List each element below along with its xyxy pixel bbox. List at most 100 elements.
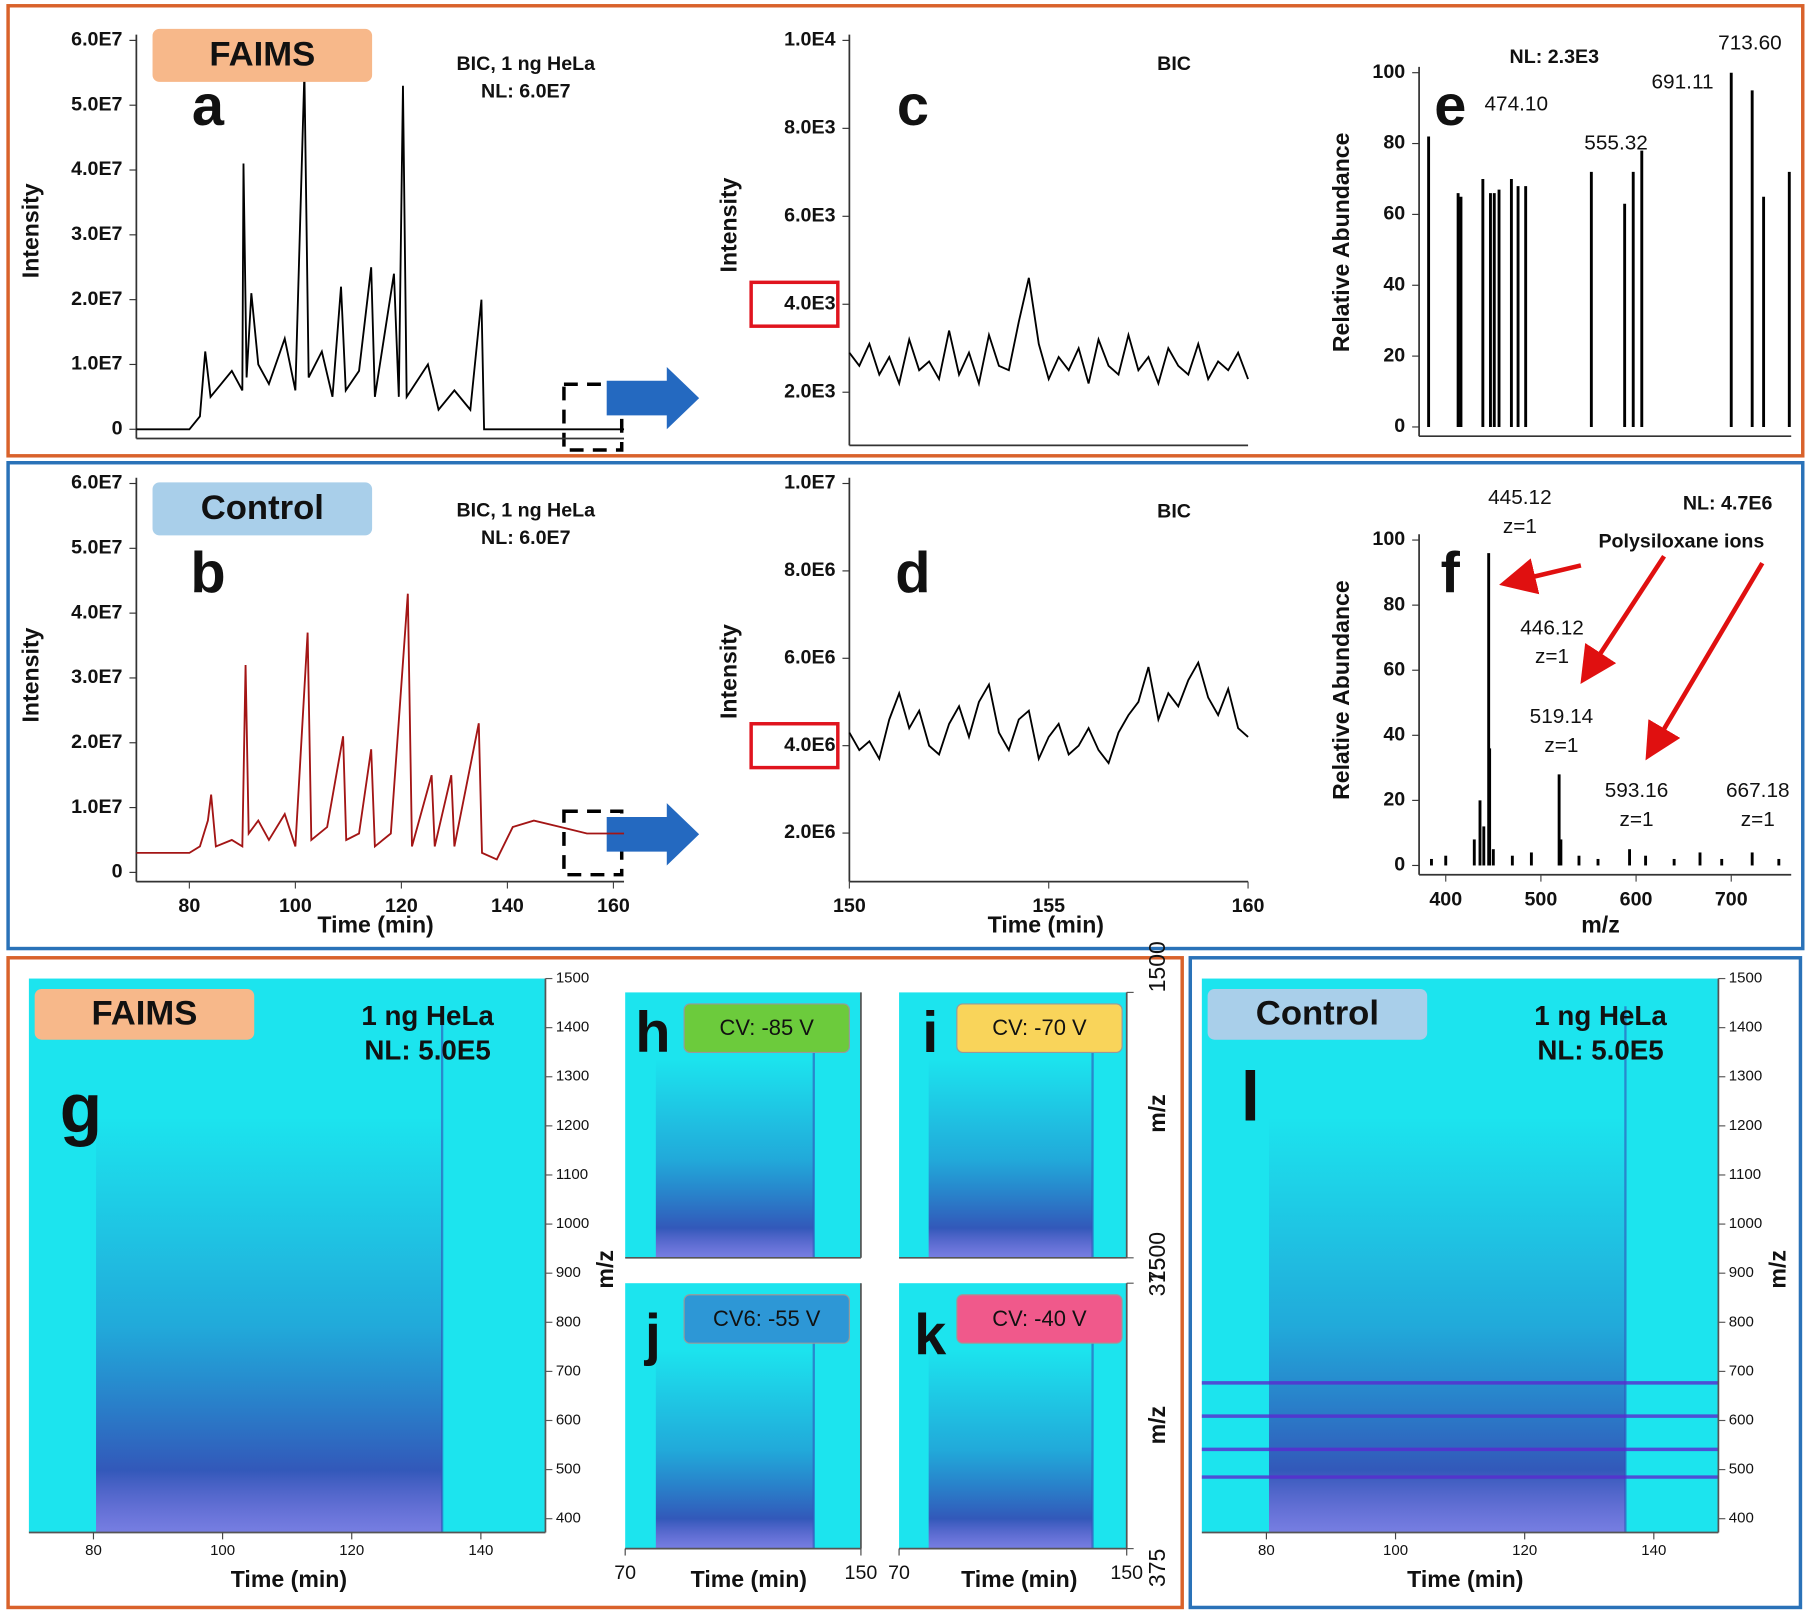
tag-label: Control	[1256, 995, 1379, 1033]
heatmap-signal	[96, 1117, 443, 1533]
y-tick-label: 0	[1394, 415, 1405, 437]
x-tick-label: 120	[385, 895, 418, 917]
cv-label: CV6: -55 V	[713, 1306, 821, 1331]
chart-title: NL: 2.3E3	[1510, 46, 1600, 68]
y-tick-label: 600	[1729, 1411, 1754, 1428]
chart-title: BIC	[1157, 501, 1191, 523]
tag-box	[152, 482, 373, 536]
panel-l: 400 500 600 700 800 900 1000 1100 1200 1300 1400 15…	[1201, 970, 1791, 1592]
annotation: 1 ng HeLa	[361, 1000, 494, 1031]
x-tick-label: 150	[845, 1562, 878, 1584]
y-tick-label: 700	[556, 1362, 581, 1379]
y-tick-label: 2.0E7	[71, 288, 122, 310]
x-axis-label: Time (min)	[988, 912, 1104, 938]
y-tick-label: 4.0E6	[784, 734, 835, 756]
zoom-box	[562, 809, 624, 877]
y-tick-label: 1500	[556, 970, 589, 987]
peak-label: 593.16	[1605, 779, 1669, 802]
y-tick-label: 1400	[556, 1019, 589, 1036]
peak-label: 474.10	[1484, 93, 1548, 116]
tag-label: Control	[201, 489, 324, 527]
x-tick-label: 160	[1232, 895, 1265, 917]
heatmap-signal	[655, 1058, 814, 1258]
annotation: 1 ng HeLa	[1534, 1000, 1667, 1031]
y-tick-label: 800	[1729, 1313, 1754, 1330]
y-tick-label: 5.0E7	[71, 537, 122, 559]
x-tick-label: 600	[1620, 888, 1653, 910]
y-tick-label: 1500	[1144, 1232, 1170, 1283]
y-tick-label: 3.0E7	[71, 223, 122, 245]
tag-box	[34, 988, 255, 1040]
y-tick-label: 1400	[1729, 1019, 1762, 1036]
x-tick-label: 150	[1110, 1562, 1143, 1584]
panel-letter: i	[922, 1001, 938, 1065]
panel-border	[6, 461, 1805, 951]
y-tick-label: 40	[1383, 273, 1405, 295]
y-tick-label: 8.0E6	[784, 559, 835, 581]
y-tick-label: 1000	[1729, 1215, 1762, 1232]
y-tick-label: 3.0E7	[71, 666, 122, 688]
peak-charge: z=1	[1741, 808, 1775, 831]
panel-g: 400 500 600 700 800 900 1000 1100 1200 1300 1400 15…	[28, 970, 618, 1592]
y-tick-label: 100	[1372, 61, 1405, 83]
trace	[848, 660, 1249, 766]
peak-charge: z=1	[1535, 645, 1569, 668]
heatmap-signal	[928, 1058, 1093, 1258]
y-tick-label: 1000	[556, 1215, 589, 1232]
red-arrows	[1499, 554, 1765, 761]
panel-letter: b	[190, 541, 225, 605]
x-tick-label: 100	[1383, 1542, 1408, 1559]
panel-border	[1188, 956, 1803, 1610]
y-tick-label: 800	[556, 1313, 581, 1330]
y-axis-label: m/z	[1144, 1094, 1170, 1132]
chart-title: NL: 4.7E6	[1683, 492, 1773, 514]
tag-label: FAIMS	[92, 995, 198, 1033]
y-tick-label: 700	[1729, 1362, 1754, 1379]
panel-letter: h	[635, 1001, 670, 1065]
trace	[848, 277, 1249, 388]
cv-box	[683, 1003, 850, 1053]
y-tick-label: 80	[1383, 132, 1405, 154]
y-tick-label: 500	[1729, 1461, 1754, 1478]
x-axis-label: Time (min)	[961, 1566, 1077, 1592]
panel-letter: a	[192, 74, 225, 138]
y-tick-label: 375	[1144, 1258, 1170, 1296]
zoom-box	[562, 382, 624, 452]
y-tick-label: 6.0E7	[71, 472, 122, 494]
annotation: NL: 5.0E5	[364, 1035, 490, 1066]
x-axis-label: m/z	[1581, 912, 1620, 938]
y-tick-label: 900	[556, 1264, 581, 1281]
y-tick-label: 0	[112, 861, 123, 883]
annotation: BIC, 1 ng HeLa	[457, 53, 597, 75]
y-tick-label: 1300	[556, 1068, 589, 1085]
y-tick-label: 400	[1729, 1510, 1754, 1527]
peak-label: 519.14	[1530, 705, 1594, 728]
x-tick-label: 140	[491, 895, 524, 917]
panel-h: CV: -85 V h	[625, 992, 862, 1259]
cv-label: CV: -70 V	[992, 1015, 1087, 1040]
y-tick-label: 60	[1383, 658, 1405, 680]
y-tick-label: 4.0E7	[71, 601, 122, 623]
x-tick-label: 700	[1715, 888, 1748, 910]
y-tick-label: 1200	[556, 1117, 589, 1134]
y-tick-label: 500	[556, 1461, 581, 1478]
peak-label: 691.11	[1652, 71, 1714, 94]
cv-box	[683, 1294, 850, 1344]
arrow	[606, 366, 700, 430]
y-tick-label: 40	[1383, 723, 1405, 745]
x-tick-label: 120	[339, 1542, 364, 1559]
x-tick-label: 120	[1512, 1542, 1537, 1559]
trace	[136, 72, 625, 431]
x-tick-label: 160	[597, 895, 630, 917]
peak-charge: z=1	[1503, 515, 1537, 538]
y-axis-label: Relative Abundance	[1328, 580, 1354, 800]
y-tick-label: 375	[1144, 1549, 1170, 1587]
annotation: NL: 5.0E5	[1537, 1035, 1663, 1066]
y-axis-label: Intensity	[17, 183, 43, 278]
y-tick-label: 900	[1729, 1264, 1754, 1281]
cv-label: CV: -40 V	[992, 1306, 1087, 1331]
